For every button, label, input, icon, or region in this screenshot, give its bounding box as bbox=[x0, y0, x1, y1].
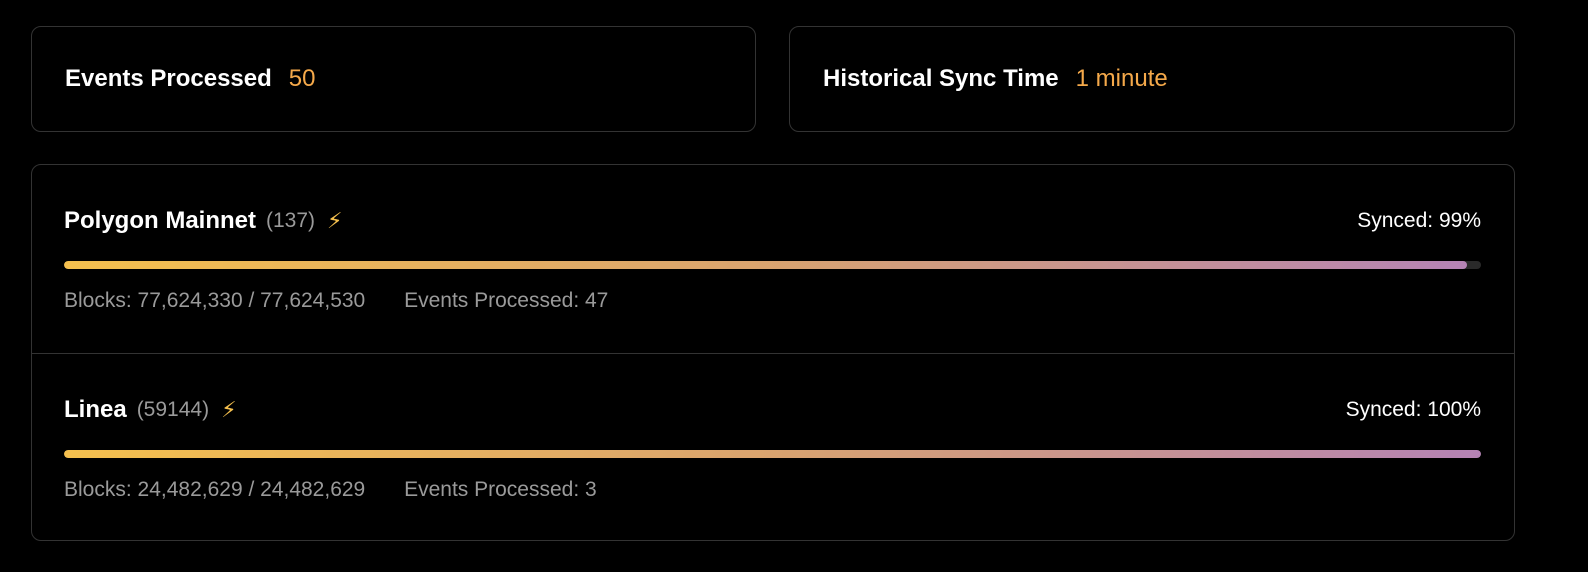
blocks-text: Blocks: 77,624,330 / 77,624,530 bbox=[64, 289, 366, 312]
progress-bar bbox=[64, 450, 1481, 458]
events-processed-card: Events Processed 50 bbox=[31, 26, 756, 132]
stat-value: 50 bbox=[288, 65, 316, 92]
blocks-text: Blocks: 24,482,629 / 24,482,629 bbox=[64, 478, 366, 501]
progress-bar bbox=[64, 261, 1481, 269]
stat-label: Historical Sync Time bbox=[823, 65, 1059, 92]
chain-id: (137) bbox=[266, 209, 316, 232]
lightning-icon: ⚡ bbox=[327, 208, 343, 233]
progress-fill bbox=[64, 261, 1467, 269]
synced-percent: Synced: 100% bbox=[1345, 398, 1481, 421]
chain-name: Polygon Mainnet bbox=[64, 207, 256, 234]
synced-percent: Synced: 99% bbox=[1357, 209, 1481, 232]
progress-fill bbox=[64, 450, 1481, 458]
stat-label: Events Processed bbox=[65, 65, 272, 92]
historical-sync-time-card: Historical Sync Time 1 minute bbox=[789, 26, 1515, 132]
chain-row-polygon: Polygon Mainnet (137) ⚡ Synced: 99% Bloc… bbox=[32, 165, 1514, 353]
events-text: Events Processed: 3 bbox=[404, 478, 597, 501]
events-text: Events Processed: 47 bbox=[404, 289, 609, 312]
chains-card: Polygon Mainnet (137) ⚡ Synced: 99% Bloc… bbox=[31, 164, 1515, 541]
chain-id: (59144) bbox=[136, 398, 210, 421]
chain-name: Linea bbox=[64, 396, 127, 423]
lightning-icon: ⚡ bbox=[221, 397, 237, 422]
chain-row-linea: Linea (59144) ⚡ Synced: 100% Blocks: 24,… bbox=[32, 353, 1514, 542]
stat-value: 1 minute bbox=[1075, 65, 1168, 92]
